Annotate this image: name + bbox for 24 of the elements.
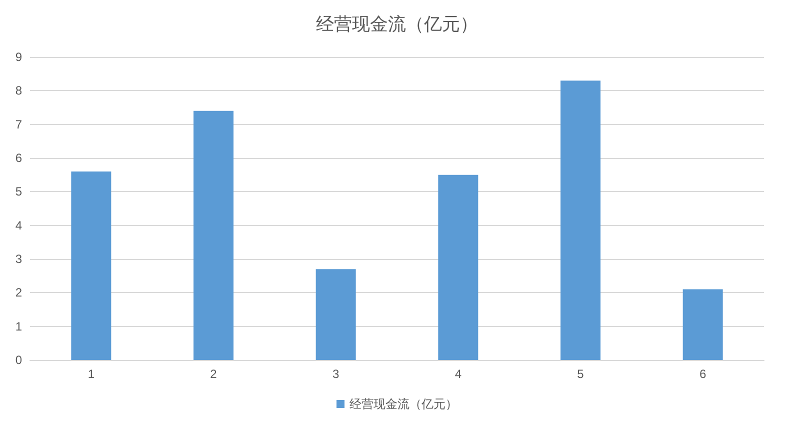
bar (560, 80, 600, 360)
chart-title: 经营现金流（亿元） (316, 14, 478, 34)
y-tick-label: 9 (15, 50, 22, 64)
x-tick-label: 1 (88, 367, 95, 381)
bar (194, 110, 234, 360)
y-tick-label: 5 (15, 184, 22, 199)
bar (71, 171, 112, 360)
bar (316, 269, 356, 360)
y-tick-label: 7 (15, 117, 22, 132)
y-tick-label: 1 (15, 319, 22, 334)
y-tick-label: 8 (15, 84, 22, 98)
y-tick-label: 6 (15, 151, 22, 165)
y-tick-label: 0 (15, 353, 22, 367)
bar (682, 289, 723, 360)
x-tick-label: 2 (210, 367, 218, 381)
x-tick-label: 4 (454, 367, 462, 381)
bar (438, 174, 478, 360)
x-tick-label: 3 (332, 367, 340, 381)
y-tick-label: 2 (15, 286, 22, 300)
x-tick-label: 5 (577, 367, 584, 381)
legend-label: 经营现金流（亿元） (350, 397, 458, 411)
y-tick-label: 3 (15, 252, 22, 266)
x-tick-label: 6 (699, 367, 706, 381)
y-tick-label: 4 (15, 218, 22, 232)
